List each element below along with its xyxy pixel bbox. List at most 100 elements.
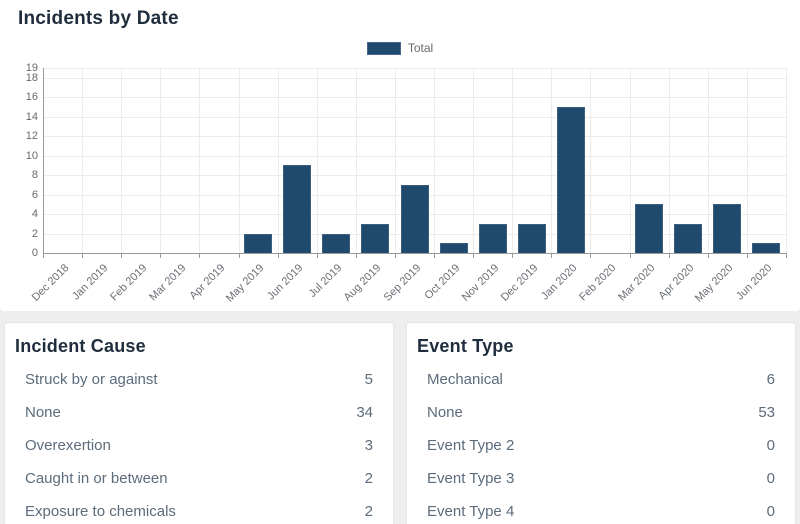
y-axis-tick-label: 2 — [31, 228, 38, 240]
gridline-vertical — [160, 68, 161, 253]
table-row: None 34 — [15, 396, 373, 429]
y-axis-tick-label: 4 — [31, 208, 38, 220]
row-label: None — [25, 404, 61, 421]
legend-total-label[interactable]: Total — [407, 41, 434, 55]
summary-cards-row: Incident Cause Struck by or against 5 None… — [0, 311, 800, 524]
table-row: Caught in or between 2 — [15, 462, 373, 495]
x-axis-tickmark — [786, 254, 787, 258]
row-value: 2 — [364, 470, 373, 487]
bar-oct-2019[interactable] — [440, 243, 468, 253]
x-axis-tickmark — [278, 254, 279, 258]
gridline-horizontal — [44, 156, 787, 157]
table-row: None 53 — [417, 396, 775, 429]
gridline-vertical — [317, 68, 318, 253]
gridline-vertical — [434, 68, 435, 253]
x-axis-tickmark — [669, 254, 670, 258]
gridline-vertical — [473, 68, 474, 253]
gridline-vertical — [239, 68, 240, 253]
y-axis-tick-label: 12 — [25, 130, 38, 142]
chart-legend: Total — [0, 41, 800, 55]
bar-nov-2019[interactable] — [479, 224, 507, 253]
row-value: 0 — [766, 503, 775, 520]
y-axis-tick-label: 10 — [25, 150, 38, 162]
gridline-vertical — [121, 68, 122, 253]
gridline-vertical — [199, 68, 200, 253]
bar-jun-2019[interactable] — [283, 165, 311, 253]
gridline-vertical — [278, 68, 279, 253]
gridline-horizontal — [44, 175, 787, 176]
incident-cause-rows: Struck by or against 5 None 34 Overexertion 3… — [15, 363, 373, 524]
bar-apr-2020[interactable] — [674, 224, 702, 253]
x-axis-tickmark — [82, 254, 83, 258]
x-axis-tickmark — [512, 254, 513, 258]
row-label: Event Type 3 — [427, 470, 515, 487]
x-axis-tickmark — [747, 254, 748, 258]
row-value: 34 — [356, 404, 373, 421]
x-axis-tickmark — [434, 254, 435, 258]
gridline-horizontal — [44, 117, 787, 118]
gridline-vertical — [395, 68, 396, 253]
x-axis-tickmark — [630, 254, 631, 258]
event-type-title: Event Type — [417, 336, 514, 356]
y-axis-tick-label: 14 — [25, 111, 38, 123]
table-row: Event Type 3 0 — [417, 462, 775, 495]
incident-cause-card: Incident Cause Struck by or against 5 None… — [4, 322, 394, 524]
table-row: Event Type 4 0 — [417, 495, 775, 524]
gridline-vertical — [747, 68, 748, 253]
row-label: None — [427, 404, 463, 421]
x-axis-tickmark — [708, 254, 709, 258]
row-value: 0 — [766, 470, 775, 487]
y-axis-tick-label: 6 — [31, 189, 38, 201]
gridline-vertical — [590, 68, 591, 253]
table-row: Mechanical 6 — [417, 363, 775, 396]
y-axis-tick-label: 16 — [25, 91, 38, 103]
bar-jan-2020[interactable] — [557, 107, 585, 253]
x-axis-tickmark — [317, 254, 318, 258]
bar-aug-2019[interactable] — [361, 224, 389, 253]
row-value: 0 — [766, 437, 775, 454]
x-axis-tickmark — [395, 254, 396, 258]
table-row: Overexertion 3 — [15, 429, 373, 462]
chart-title: Incidents by Date — [18, 8, 179, 29]
legend-total-swatch[interactable] — [366, 41, 401, 55]
x-axis-tickmark — [239, 254, 240, 258]
gridline-vertical — [786, 68, 787, 253]
x-axis-tickmark — [473, 254, 474, 258]
table-row: Struck by or against 5 — [15, 363, 373, 396]
row-label: Event Type 2 — [427, 437, 515, 454]
row-label: Mechanical — [427, 371, 503, 388]
row-value: 5 — [364, 371, 373, 388]
x-axis-tickmark — [199, 254, 200, 258]
bar-mar-2020[interactable] — [635, 204, 663, 253]
incident-cause-title: Incident Cause — [15, 336, 146, 356]
bar-may-2020[interactable] — [713, 204, 741, 253]
bar-dec-2019[interactable] — [518, 224, 546, 253]
row-label: Caught in or between — [25, 470, 168, 487]
gridline-horizontal — [44, 78, 787, 79]
x-axis-tickmark — [121, 254, 122, 258]
gridline-horizontal — [44, 97, 787, 98]
plot-area — [43, 68, 787, 254]
row-label: Overexertion — [25, 437, 111, 454]
y-axis-tick-label: 8 — [31, 169, 38, 181]
row-value: 53 — [758, 404, 775, 421]
gridline-horizontal — [44, 68, 787, 69]
event-type-rows: Mechanical 6 None 53 Event Type 2 0 Event Type… — [417, 363, 775, 524]
bar-sep-2019[interactable] — [401, 185, 429, 253]
y-axis-tick-label: 0 — [31, 247, 38, 259]
y-axis-tick-label: 18 — [25, 72, 38, 84]
bar-jul-2019[interactable] — [322, 234, 350, 253]
y-axis-tick-label: 19 — [25, 62, 38, 74]
row-value: 6 — [766, 371, 775, 388]
table-row: Event Type 2 0 — [417, 429, 775, 462]
gridline-horizontal — [44, 136, 787, 137]
gridline-vertical — [630, 68, 631, 253]
gridline-vertical — [356, 68, 357, 253]
table-row: Exposure to chemicals 2 — [15, 495, 373, 524]
x-axis-tickmark — [551, 254, 552, 258]
gridline-vertical — [82, 68, 83, 253]
bar-may-2019[interactable] — [244, 234, 272, 253]
x-axis-tickmark — [43, 254, 44, 258]
bar-jun-2020[interactable] — [752, 243, 780, 253]
row-value: 2 — [364, 503, 373, 520]
